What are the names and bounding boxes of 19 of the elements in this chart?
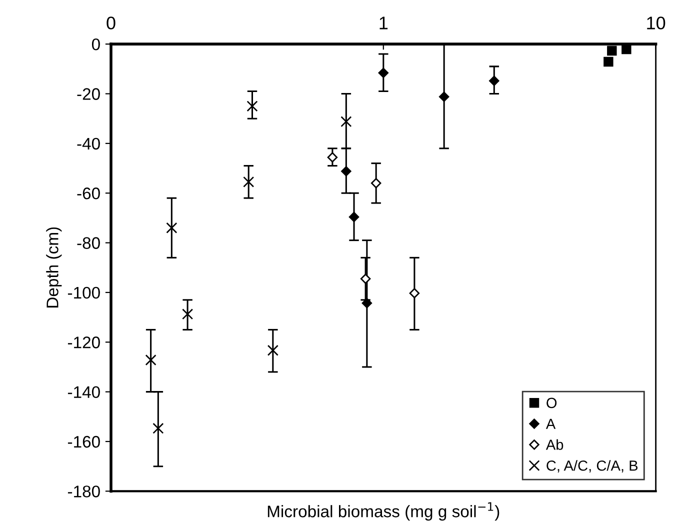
y-tick-label: -140 — [68, 386, 100, 398]
x-axis-title: Microbial biomass (mg g soil$^{−1}$) — [268, 502, 500, 521]
x-tick-label: 1 — [380, 16, 388, 30]
legend-label: Ab — [546, 439, 564, 450]
y-tick-label: -80 — [77, 237, 100, 249]
x-tick-label: 10 — [647, 16, 666, 30]
y-tick-label: 0 — [92, 38, 100, 50]
y-tick-label: -120 — [68, 336, 100, 348]
y-tick-label: -20 — [77, 88, 100, 100]
legend-label: O — [546, 398, 557, 408]
legend-label: C, A/C, C/A, B — [546, 460, 638, 473]
y-tick-label: -40 — [77, 138, 100, 150]
y-tick-label: -160 — [68, 436, 100, 448]
legend-label: A — [546, 418, 556, 429]
y-tick-label: -60 — [77, 188, 100, 200]
y-tick-label: -100 — [68, 286, 100, 299]
x-tick-label: 0 — [106, 16, 116, 30]
y-axis-title: Depth (cm) — [46, 227, 62, 308]
y-tick-label: -180 — [68, 486, 100, 498]
